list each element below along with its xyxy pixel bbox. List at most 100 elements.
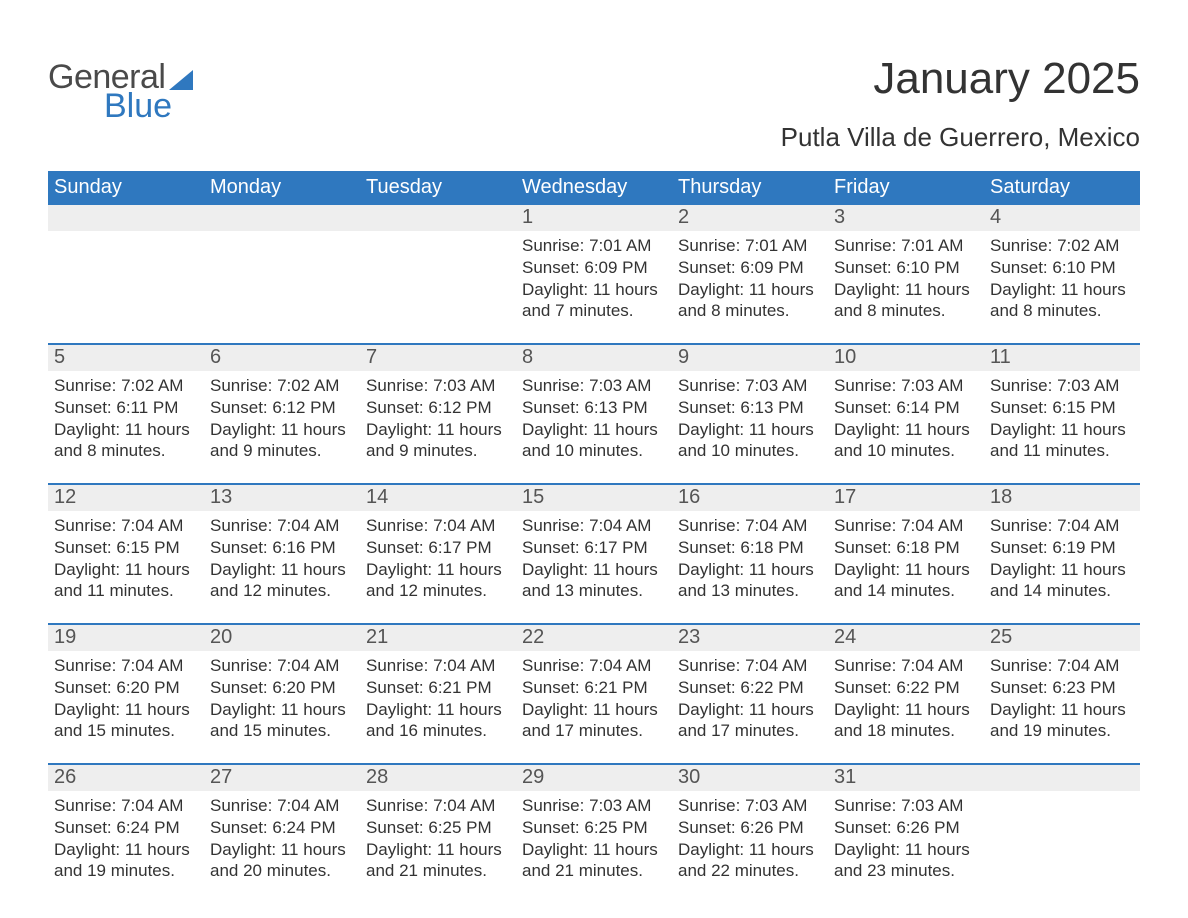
day-details: Sunrise: 7:02 AMSunset: 6:11 PMDaylight:… xyxy=(48,371,204,467)
day-details: Sunrise: 7:03 AMSunset: 6:13 PMDaylight:… xyxy=(516,371,672,467)
day-number: 12 xyxy=(48,485,204,511)
sunset-text: Sunset: 6:18 PM xyxy=(678,537,822,559)
calendar-cell: 2Sunrise: 7:01 AMSunset: 6:09 PMDaylight… xyxy=(672,205,828,327)
calendar-cell: 28Sunrise: 7:04 AMSunset: 6:25 PMDayligh… xyxy=(360,765,516,887)
day-details: Sunrise: 7:01 AMSunset: 6:10 PMDaylight:… xyxy=(828,231,984,327)
daylight-text: Daylight: 11 hours and 19 minutes. xyxy=(990,699,1134,743)
calendar-cell: 7Sunrise: 7:03 AMSunset: 6:12 PMDaylight… xyxy=(360,345,516,467)
page-title: January 2025 xyxy=(781,54,1140,104)
daylight-text: Daylight: 11 hours and 14 minutes. xyxy=(990,559,1134,603)
daylight-text: Daylight: 11 hours and 17 minutes. xyxy=(522,699,666,743)
sunrise-text: Sunrise: 7:04 AM xyxy=(678,515,822,537)
day-details: Sunrise: 7:04 AMSunset: 6:20 PMDaylight:… xyxy=(204,651,360,747)
calendar-week: 5Sunrise: 7:02 AMSunset: 6:11 PMDaylight… xyxy=(48,343,1140,467)
weekday-label: Friday xyxy=(828,171,984,205)
daylight-text: Daylight: 11 hours and 11 minutes. xyxy=(990,419,1134,463)
day-number: 19 xyxy=(48,625,204,651)
calendar-cell: 10Sunrise: 7:03 AMSunset: 6:14 PMDayligh… xyxy=(828,345,984,467)
day-number: 24 xyxy=(828,625,984,651)
sunset-text: Sunset: 6:20 PM xyxy=(54,677,198,699)
day-number: 1 xyxy=(516,205,672,231)
sunrise-text: Sunrise: 7:03 AM xyxy=(522,795,666,817)
header: General Blue January 2025 Putla Villa de… xyxy=(48,40,1140,153)
calendar-cell: 14Sunrise: 7:04 AMSunset: 6:17 PMDayligh… xyxy=(360,485,516,607)
sunrise-text: Sunrise: 7:01 AM xyxy=(834,235,978,257)
sunset-text: Sunset: 6:09 PM xyxy=(522,257,666,279)
calendar-cell: 29Sunrise: 7:03 AMSunset: 6:25 PMDayligh… xyxy=(516,765,672,887)
sunrise-text: Sunrise: 7:04 AM xyxy=(210,515,354,537)
day-number: 26 xyxy=(48,765,204,791)
calendar-cell: 12Sunrise: 7:04 AMSunset: 6:15 PMDayligh… xyxy=(48,485,204,607)
day-details xyxy=(360,231,516,327)
sunrise-text: Sunrise: 7:03 AM xyxy=(834,795,978,817)
daylight-text: Daylight: 11 hours and 8 minutes. xyxy=(54,419,198,463)
sunset-text: Sunset: 6:25 PM xyxy=(522,817,666,839)
sunset-text: Sunset: 6:16 PM xyxy=(210,537,354,559)
sunrise-text: Sunrise: 7:04 AM xyxy=(210,655,354,677)
day-details: Sunrise: 7:04 AMSunset: 6:16 PMDaylight:… xyxy=(204,511,360,607)
sunrise-text: Sunrise: 7:04 AM xyxy=(990,515,1134,537)
day-details: Sunrise: 7:03 AMSunset: 6:25 PMDaylight:… xyxy=(516,791,672,887)
calendar-cell: 9Sunrise: 7:03 AMSunset: 6:13 PMDaylight… xyxy=(672,345,828,467)
calendar: Sunday Monday Tuesday Wednesday Thursday… xyxy=(48,171,1140,887)
day-number xyxy=(204,205,360,231)
sunrise-text: Sunrise: 7:04 AM xyxy=(522,515,666,537)
day-details: Sunrise: 7:03 AMSunset: 6:14 PMDaylight:… xyxy=(828,371,984,467)
calendar-cell: 23Sunrise: 7:04 AMSunset: 6:22 PMDayligh… xyxy=(672,625,828,747)
sunset-text: Sunset: 6:15 PM xyxy=(54,537,198,559)
calendar-cell: 16Sunrise: 7:04 AMSunset: 6:18 PMDayligh… xyxy=(672,485,828,607)
sail-icon xyxy=(169,68,197,95)
day-number: 15 xyxy=(516,485,672,511)
sunrise-text: Sunrise: 7:03 AM xyxy=(522,375,666,397)
calendar-cell xyxy=(360,205,516,327)
sunset-text: Sunset: 6:25 PM xyxy=(366,817,510,839)
sunrise-text: Sunrise: 7:04 AM xyxy=(54,795,198,817)
calendar-cell: 11Sunrise: 7:03 AMSunset: 6:15 PMDayligh… xyxy=(984,345,1140,467)
calendar-cell: 24Sunrise: 7:04 AMSunset: 6:22 PMDayligh… xyxy=(828,625,984,747)
day-number: 30 xyxy=(672,765,828,791)
calendar-cell xyxy=(48,205,204,327)
sunset-text: Sunset: 6:23 PM xyxy=(990,677,1134,699)
daylight-text: Daylight: 11 hours and 21 minutes. xyxy=(366,839,510,883)
sunset-text: Sunset: 6:26 PM xyxy=(834,817,978,839)
sunset-text: Sunset: 6:19 PM xyxy=(990,537,1134,559)
daylight-text: Daylight: 11 hours and 20 minutes. xyxy=(210,839,354,883)
day-number: 9 xyxy=(672,345,828,371)
daylight-text: Daylight: 11 hours and 11 minutes. xyxy=(54,559,198,603)
sunset-text: Sunset: 6:12 PM xyxy=(210,397,354,419)
calendar-cell: 22Sunrise: 7:04 AMSunset: 6:21 PMDayligh… xyxy=(516,625,672,747)
day-number: 13 xyxy=(204,485,360,511)
sunrise-text: Sunrise: 7:02 AM xyxy=(990,235,1134,257)
sunrise-text: Sunrise: 7:04 AM xyxy=(834,655,978,677)
brand-word-2: Blue xyxy=(104,87,172,126)
sunrise-text: Sunrise: 7:01 AM xyxy=(678,235,822,257)
calendar-cell: 27Sunrise: 7:04 AMSunset: 6:24 PMDayligh… xyxy=(204,765,360,887)
daylight-text: Daylight: 11 hours and 7 minutes. xyxy=(522,279,666,323)
calendar-week: 19Sunrise: 7:04 AMSunset: 6:20 PMDayligh… xyxy=(48,623,1140,747)
sunrise-text: Sunrise: 7:03 AM xyxy=(834,375,978,397)
sunrise-text: Sunrise: 7:03 AM xyxy=(990,375,1134,397)
day-details: Sunrise: 7:04 AMSunset: 6:15 PMDaylight:… xyxy=(48,511,204,607)
day-details: Sunrise: 7:04 AMSunset: 6:22 PMDaylight:… xyxy=(672,651,828,747)
calendar-cell: 5Sunrise: 7:02 AMSunset: 6:11 PMDaylight… xyxy=(48,345,204,467)
day-number: 28 xyxy=(360,765,516,791)
daylight-text: Daylight: 11 hours and 8 minutes. xyxy=(990,279,1134,323)
sunset-text: Sunset: 6:13 PM xyxy=(522,397,666,419)
sunrise-text: Sunrise: 7:03 AM xyxy=(678,375,822,397)
day-details xyxy=(204,231,360,327)
daylight-text: Daylight: 11 hours and 17 minutes. xyxy=(678,699,822,743)
weekday-label: Wednesday xyxy=(516,171,672,205)
calendar-week: 12Sunrise: 7:04 AMSunset: 6:15 PMDayligh… xyxy=(48,483,1140,607)
sunset-text: Sunset: 6:09 PM xyxy=(678,257,822,279)
calendar-cell: 17Sunrise: 7:04 AMSunset: 6:18 PMDayligh… xyxy=(828,485,984,607)
sunset-text: Sunset: 6:22 PM xyxy=(678,677,822,699)
calendar-cell: 6Sunrise: 7:02 AMSunset: 6:12 PMDaylight… xyxy=(204,345,360,467)
calendar-cell: 19Sunrise: 7:04 AMSunset: 6:20 PMDayligh… xyxy=(48,625,204,747)
sunset-text: Sunset: 6:24 PM xyxy=(210,817,354,839)
day-number xyxy=(360,205,516,231)
day-details: Sunrise: 7:04 AMSunset: 6:24 PMDaylight:… xyxy=(48,791,204,887)
calendar-cell: 4Sunrise: 7:02 AMSunset: 6:10 PMDaylight… xyxy=(984,205,1140,327)
sunrise-text: Sunrise: 7:04 AM xyxy=(834,515,978,537)
day-number: 31 xyxy=(828,765,984,791)
day-number: 2 xyxy=(672,205,828,231)
